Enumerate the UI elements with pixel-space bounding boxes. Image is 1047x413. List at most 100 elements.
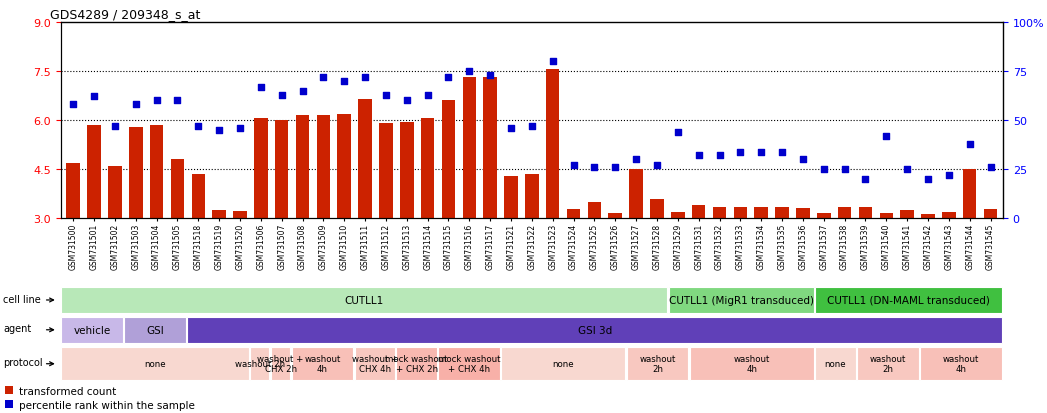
Bar	[66, 163, 80, 219]
Bar	[62, 347, 248, 380]
Point	[107, 123, 124, 130]
Bar	[669, 287, 814, 313]
Bar	[316, 116, 330, 219]
Text: washout 2h: washout 2h	[235, 359, 285, 368]
Bar	[129, 127, 142, 219]
Point	[378, 92, 395, 99]
Bar	[125, 317, 185, 343]
Point	[399, 98, 416, 104]
Bar	[484, 78, 497, 219]
Bar	[4, 386, 14, 394]
Point	[711, 153, 728, 159]
Point	[357, 74, 374, 81]
Text: CUTLL1 (MigR1 transduced): CUTLL1 (MigR1 transduced)	[669, 295, 814, 305]
Bar	[150, 126, 163, 219]
Text: none: none	[553, 359, 574, 368]
Bar	[358, 100, 372, 219]
Point	[544, 59, 561, 65]
Point	[628, 157, 645, 164]
Text: washout +
CHX 2h: washout + CHX 2h	[258, 354, 304, 373]
Bar	[838, 207, 851, 219]
Text: washout
2h: washout 2h	[640, 354, 675, 373]
Bar	[379, 124, 393, 219]
Text: percentile rank within the sample: percentile rank within the sample	[19, 400, 195, 410]
Text: GDS4289 / 209348_s_at: GDS4289 / 209348_s_at	[50, 8, 201, 21]
Bar	[920, 347, 1002, 380]
Point	[690, 153, 707, 159]
Point	[607, 165, 624, 171]
Bar	[463, 78, 476, 219]
Bar	[275, 121, 289, 219]
Text: GSI: GSI	[147, 325, 163, 335]
Point	[816, 166, 832, 173]
Text: GSI 3d: GSI 3d	[578, 325, 611, 335]
Point	[461, 69, 477, 75]
Point	[753, 149, 770, 156]
Point	[982, 165, 999, 171]
Bar	[608, 213, 622, 219]
Bar	[355, 347, 395, 380]
Text: transformed count: transformed count	[19, 386, 116, 396]
Point	[294, 88, 311, 95]
Text: protocol: protocol	[3, 357, 43, 367]
Point	[231, 126, 248, 132]
Bar	[397, 347, 437, 380]
Point	[857, 176, 874, 183]
Bar	[171, 160, 184, 219]
Bar	[921, 214, 935, 219]
Bar	[671, 212, 685, 219]
Point	[795, 157, 811, 164]
Bar	[900, 211, 914, 219]
Bar	[4, 400, 14, 408]
Bar	[213, 211, 226, 219]
Bar	[526, 175, 538, 219]
Point	[961, 141, 978, 148]
Bar	[233, 212, 247, 219]
Point	[149, 98, 165, 104]
Bar	[629, 170, 643, 219]
Bar	[271, 347, 290, 380]
Point	[482, 72, 498, 79]
Bar	[292, 347, 353, 380]
Bar	[755, 207, 767, 219]
Point	[419, 92, 436, 99]
Point	[440, 74, 456, 81]
Bar	[816, 287, 1002, 313]
Point	[65, 102, 82, 109]
Point	[86, 94, 103, 101]
Point	[273, 92, 290, 99]
Point	[877, 133, 894, 140]
Bar	[734, 207, 748, 219]
Bar	[942, 212, 956, 219]
Point	[210, 127, 227, 134]
Bar	[566, 209, 580, 219]
Bar	[857, 347, 918, 380]
Text: washout
4h: washout 4h	[734, 354, 770, 373]
Bar	[254, 119, 268, 219]
Bar	[108, 166, 121, 219]
Bar	[692, 206, 706, 219]
Point	[565, 163, 582, 169]
Bar	[984, 209, 998, 219]
Bar	[502, 347, 625, 380]
Point	[315, 74, 332, 81]
Bar	[250, 347, 269, 380]
Point	[586, 165, 603, 171]
Bar	[421, 119, 435, 219]
Point	[648, 163, 665, 169]
Point	[837, 166, 853, 173]
Point	[524, 123, 540, 130]
Point	[190, 123, 206, 130]
Bar	[62, 317, 122, 343]
Bar	[650, 199, 664, 219]
Bar	[690, 347, 814, 380]
Text: CUTLL1: CUTLL1	[344, 295, 384, 305]
Bar	[192, 175, 205, 219]
Bar	[963, 170, 977, 219]
Bar	[187, 317, 1002, 343]
Point	[336, 78, 353, 85]
Bar	[587, 202, 601, 219]
Bar	[439, 347, 499, 380]
Text: none: none	[144, 359, 165, 368]
Bar	[62, 287, 667, 313]
